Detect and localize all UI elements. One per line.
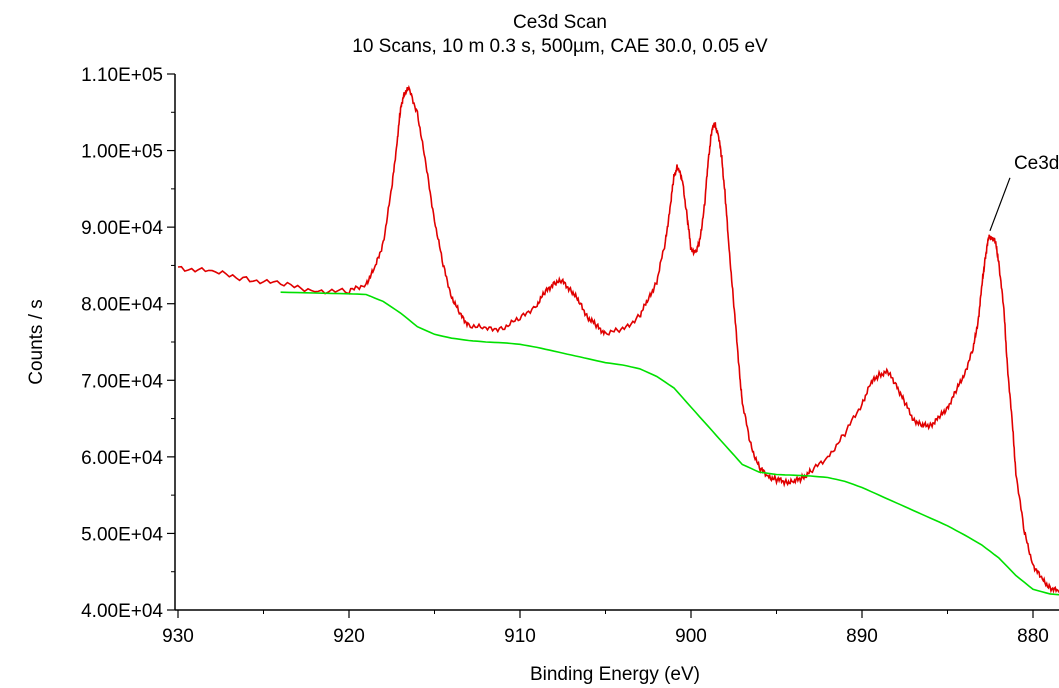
series-line-2 (280, 291, 1059, 596)
peak-annotation-label: Ce3d (1014, 153, 1059, 174)
x-tick-label: 900 (675, 626, 707, 647)
x-axis-ticks: 930 920 910 900 890 880 (162, 610, 1049, 647)
y-axis-label: Counts / s (26, 299, 47, 385)
y-tick-label: 4.00E+04 (81, 601, 163, 622)
chart-title: Ce3d Scan (513, 12, 607, 33)
annotation-leader-line (989, 177, 1011, 232)
x-tick-label: 890 (846, 626, 878, 647)
y-axis-ticks: 4.00E+04 5.00E+04 6.00E+04 7.00E+04 8.00E+04… (81, 65, 175, 622)
series-line-1 (177, 84, 1059, 594)
x-tick-label: 920 (333, 626, 365, 647)
x-tick-label: 930 (162, 626, 194, 647)
plot-lines (177, 84, 1059, 596)
y-tick-label: 7.00E+04 (81, 371, 163, 392)
y-tick-label: 8.00E+04 (81, 295, 163, 316)
y-tick-label: 5.00E+04 (81, 524, 163, 545)
x-tick-label: 880 (1017, 626, 1049, 647)
annotations: Ce3d (989, 153, 1059, 232)
y-tick-label: 9.00E+04 (81, 218, 163, 239)
y-tick-label: 6.00E+04 (81, 448, 163, 469)
y-tick-label: 1.00E+05 (81, 142, 163, 163)
x-tick-label: 910 (504, 626, 536, 647)
y-tick-label: 1.10E+05 (81, 65, 163, 86)
x-axis-label: Binding Energy (eV) (530, 664, 700, 685)
chart-subtitle: 10 Scans, 10 m 0.3 s, 500µm, CAE 30.0, 0… (352, 36, 768, 57)
